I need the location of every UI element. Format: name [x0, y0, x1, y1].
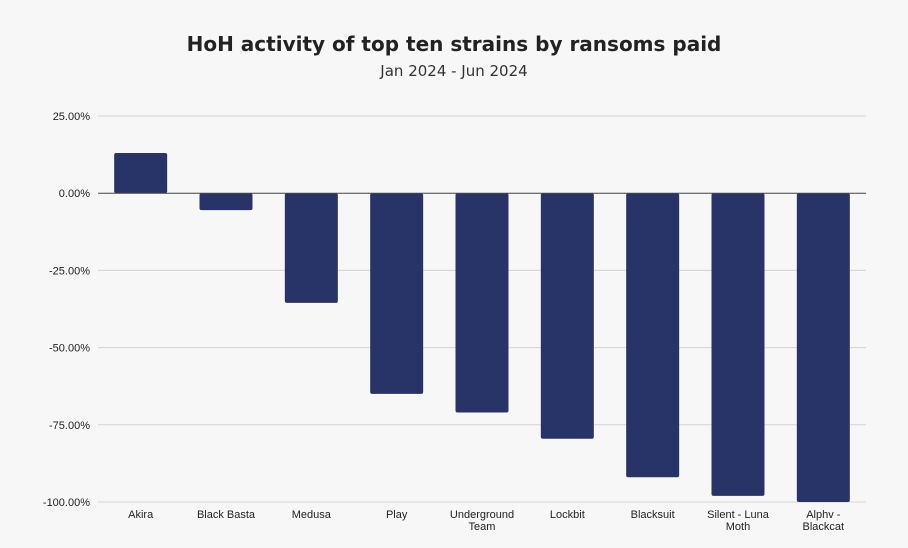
bar: [796, 193, 850, 502]
x-tick-label: Blacksuit: [631, 509, 675, 521]
bar: [114, 153, 168, 194]
y-tick-label: 25.00%: [53, 111, 91, 123]
bar: [284, 193, 338, 303]
y-tick-label: -25.00%: [49, 265, 90, 277]
y-tick-label: -50.00%: [49, 343, 90, 355]
x-tick-label: Lockbit: [550, 509, 585, 521]
x-tick-label: Akira: [128, 509, 154, 521]
chart-subtitle: Jan 2024 - Jun 2024: [380, 62, 528, 80]
bar: [626, 193, 680, 478]
chart-title: HoH activity of top ten strains by ranso…: [186, 32, 722, 56]
bar: [199, 193, 253, 211]
x-tick-label: Alphv -Blackcat: [803, 509, 845, 533]
x-tick-label: Underground Team: [450, 509, 514, 533]
y-tick-label: 0.00%: [59, 188, 90, 200]
x-tick-label: Medusa: [292, 509, 332, 521]
bar: [455, 193, 509, 413]
y-tick-label: -75.00%: [49, 420, 90, 432]
x-tick-label: Play: [386, 509, 408, 521]
x-tick-label: Silent - Luna Moth: [707, 509, 770, 533]
bar: [540, 193, 594, 439]
bar: [711, 193, 765, 496]
bar: [370, 193, 424, 394]
y-tick-label: -100.00%: [43, 497, 90, 509]
x-tick-label: Black Basta: [197, 509, 256, 521]
